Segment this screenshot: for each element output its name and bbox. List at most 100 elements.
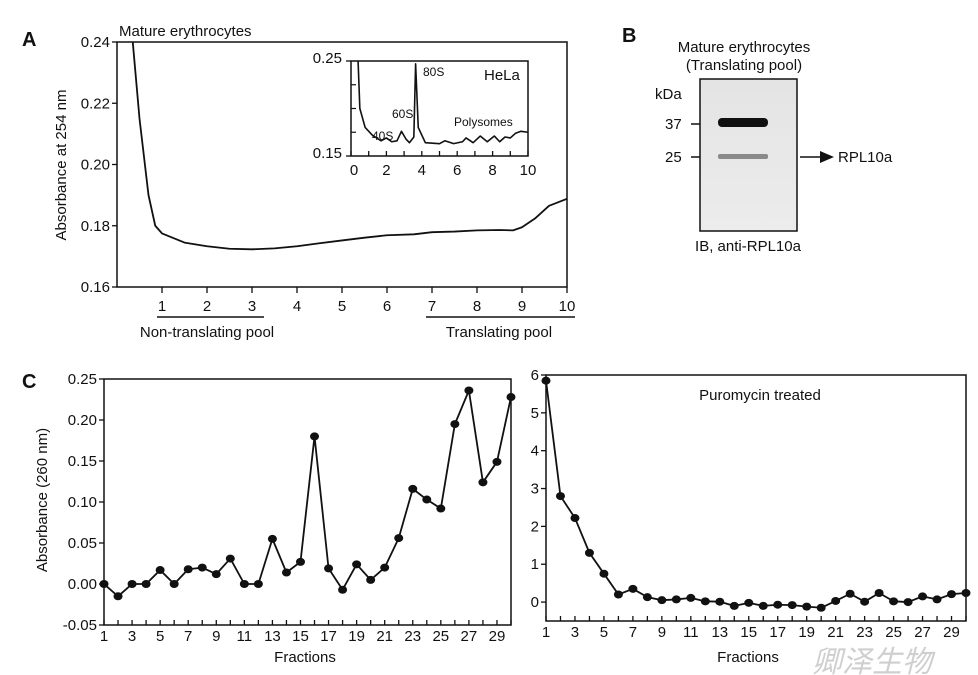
C-right-ytick-label: 5 [531, 405, 539, 422]
C-left-xtick-label: 11 [237, 628, 253, 645]
C-left-data-point [267, 534, 277, 543]
marker-25: 25 [665, 149, 682, 166]
band-37 [718, 118, 768, 127]
blot-unit: kDa [655, 86, 682, 103]
C-right-data-point [570, 514, 580, 523]
C-left-xtick-label: 1 [100, 628, 108, 645]
C-right-ytick-label: 6 [531, 367, 539, 384]
C-left-data-point [366, 575, 376, 584]
A-main-series-line [131, 41, 568, 251]
C-right-data-point [686, 593, 696, 602]
A-inset-xtick-label: 10 [520, 162, 537, 179]
C-right-data-point [918, 592, 928, 601]
C-left-xtick-label: 23 [404, 628, 421, 645]
A-inset-ytick-label: 0.15 [313, 145, 342, 162]
C-right-data-point [628, 584, 638, 593]
C-left-data-point [436, 504, 446, 513]
C-right-data-point [889, 597, 899, 606]
translating-label: Translating pool [446, 324, 552, 341]
C-right-xtick-label: 13 [711, 624, 728, 641]
C-left-xtick-label: 25 [432, 628, 449, 645]
C-right-series-line [545, 380, 967, 609]
C-left-xtick-label: 7 [184, 628, 192, 645]
C-left-xtick-label: 3 [128, 628, 136, 645]
inset-title: HeLa [484, 67, 521, 84]
C-left-xtick-label: 21 [376, 628, 393, 645]
A-main-xtick-label: 10 [559, 298, 576, 315]
C-right-data-point [831, 596, 841, 605]
C-right-data-point [947, 590, 957, 599]
A-main-ytick-label: 0.18 [81, 218, 110, 235]
C-right-data-point [802, 602, 812, 611]
band-rpl10a [718, 154, 768, 159]
C-right-xtick-label: 11 [683, 624, 699, 641]
C-right-xtick-label: 1 [542, 624, 550, 641]
C-left-series-line [103, 389, 512, 598]
C-right-data-point [773, 600, 783, 609]
C-left-data-point [506, 393, 516, 402]
A-inset-xtick-label: 2 [382, 162, 390, 179]
C-right-data-point [787, 601, 797, 610]
C-left-xtick-label: 9 [212, 628, 220, 645]
C-left-data-point [141, 580, 151, 588]
A-main-ytick-label: 0.16 [81, 279, 110, 296]
panel-a-title: Mature erythrocytes [119, 23, 252, 40]
C-left-data-point [239, 580, 249, 588]
C-left-data-point [492, 457, 502, 466]
panel-label-c: C [22, 371, 36, 393]
peak-polysomes: Polysomes [454, 115, 513, 129]
C-right-frame [545, 374, 967, 622]
blot-title-2: (Translating pool) [686, 57, 802, 74]
C-right-xtick-label: 5 [600, 624, 608, 641]
A-main-xtick-label: 2 [203, 298, 211, 315]
C-right-data-point [816, 603, 826, 612]
C-left-ytick-label: 0.15 [68, 453, 97, 470]
C-left-data-point [183, 565, 193, 574]
C-left-xtick-label: 27 [461, 628, 478, 645]
C-right-ytick-label: 1 [531, 556, 539, 573]
A-main-xtick-label: 3 [248, 298, 256, 315]
C-left-data-point [155, 566, 165, 575]
C-right-xtick-label: 17 [769, 624, 786, 641]
C-right-xtick-label: 23 [856, 624, 873, 641]
C-right-data-point [671, 595, 681, 604]
C-right-data-point [555, 492, 565, 501]
A-inset-xtick-label: 0 [350, 162, 358, 179]
panel-a-ylabel: Absorbance at 254 nm [53, 90, 70, 241]
C-left-xtick-label: 15 [292, 628, 309, 645]
watermark: 卿泽生物 [812, 645, 936, 675]
blot-caption: IB, anti-RPL10a [695, 238, 802, 255]
c-right-title: Puromycin treated [699, 387, 821, 404]
C-left-data-point [197, 563, 207, 572]
C-left-xtick-label: 17 [320, 628, 337, 645]
C-right-data-point [715, 597, 725, 606]
C-right-ytick-label: 3 [531, 481, 539, 498]
C-left-data-point [338, 585, 348, 594]
C-left-xtick-label: 13 [264, 628, 281, 645]
C-left-data-point [225, 554, 235, 563]
C-left-xtick-label: 19 [348, 628, 365, 645]
marker-37: 37 [665, 116, 682, 133]
peak-60s: 60S [392, 107, 413, 121]
C-right-data-point [744, 598, 754, 607]
panel-label-a: A [22, 29, 36, 51]
C-right-data-point [903, 598, 913, 607]
c-left-ylabel: Absorbance (260 nm) [34, 428, 51, 572]
C-left-data-point [295, 557, 305, 566]
c-right-xlabel: Fractions [717, 649, 779, 666]
C-right-xtick-label: 3 [571, 624, 579, 641]
C-left-data-point [127, 580, 137, 588]
C-right-xtick-label: 29 [943, 624, 960, 641]
C-right-data-point [860, 597, 870, 606]
A-main-xtick-label: 4 [293, 298, 301, 315]
C-left-data-point [464, 386, 474, 395]
C-right-data-point [613, 590, 623, 599]
C-right-xtick-label: 15 [740, 624, 757, 641]
C-right-xtick-label: 27 [914, 624, 931, 641]
C-left-data-point [211, 570, 221, 579]
C-left-ytick-label: 0.20 [68, 412, 97, 429]
C-left-data-point [310, 432, 320, 441]
C-right-data-point [874, 588, 884, 597]
C-right-data-point [700, 597, 710, 606]
